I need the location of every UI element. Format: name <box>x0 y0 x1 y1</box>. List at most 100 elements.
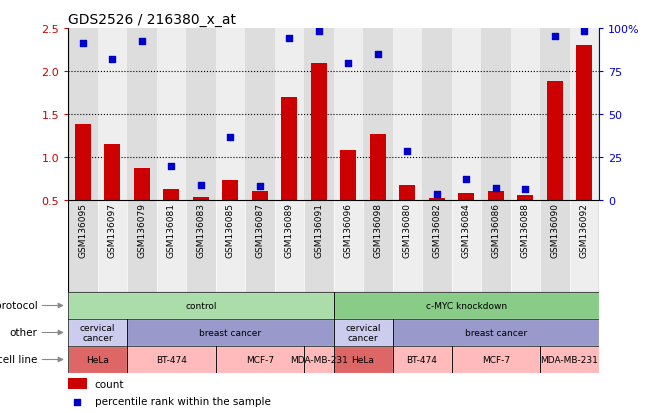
Text: percentile rank within the sample: percentile rank within the sample <box>94 396 270 406</box>
Text: HeLa: HeLa <box>86 355 109 364</box>
Bar <box>422 201 452 292</box>
Text: control: control <box>185 301 217 310</box>
Bar <box>156 201 186 292</box>
Text: GSM136088: GSM136088 <box>521 202 530 257</box>
Text: GSM136085: GSM136085 <box>226 202 235 257</box>
Bar <box>127 201 156 292</box>
Text: cervical
cancer: cervical cancer <box>80 323 115 342</box>
Point <box>107 57 117 63</box>
Text: GSM136095: GSM136095 <box>78 202 87 257</box>
Text: GSM136091: GSM136091 <box>314 202 324 257</box>
Bar <box>98 201 127 292</box>
Bar <box>245 201 275 292</box>
Text: breast cancer: breast cancer <box>465 328 527 337</box>
Bar <box>186 201 215 292</box>
Bar <box>104 145 120 243</box>
Bar <box>399 185 415 243</box>
Bar <box>127 319 333 346</box>
Bar <box>193 197 209 243</box>
Bar <box>252 192 268 243</box>
Point <box>579 29 589 36</box>
Bar <box>481 29 510 201</box>
Point <box>461 176 471 183</box>
Point <box>72 398 83 405</box>
Bar <box>333 201 363 292</box>
Bar <box>275 201 304 292</box>
Bar <box>304 201 333 292</box>
Bar <box>547 82 563 243</box>
Bar <box>363 201 393 292</box>
Text: breast cancer: breast cancer <box>199 328 261 337</box>
Text: GSM136097: GSM136097 <box>108 202 117 257</box>
Bar <box>510 29 540 201</box>
Bar <box>75 125 91 243</box>
Bar <box>311 64 327 243</box>
Bar <box>215 346 304 373</box>
Text: GDS2526 / 216380_x_at: GDS2526 / 216380_x_at <box>68 13 236 27</box>
Text: MDA-MB-231: MDA-MB-231 <box>290 355 348 364</box>
Bar <box>452 29 481 201</box>
Bar <box>452 201 481 292</box>
Bar <box>458 194 475 243</box>
Point <box>284 36 294 43</box>
Bar <box>275 29 304 201</box>
Bar <box>370 135 386 243</box>
Point <box>137 38 147 45</box>
Text: protocol: protocol <box>0 301 37 311</box>
Bar <box>333 29 363 201</box>
Bar <box>163 190 180 243</box>
Point <box>255 183 265 190</box>
Bar <box>488 192 504 243</box>
Bar <box>481 201 510 292</box>
Bar <box>186 29 215 201</box>
Bar <box>428 199 445 243</box>
Text: count: count <box>94 379 124 389</box>
Bar <box>576 46 592 243</box>
Text: GSM136083: GSM136083 <box>196 202 205 257</box>
Point <box>343 61 353 67</box>
Point <box>225 135 236 141</box>
Bar <box>304 346 333 373</box>
Point <box>549 33 560 40</box>
Bar <box>215 201 245 292</box>
Point <box>402 148 413 155</box>
Text: GSM136092: GSM136092 <box>580 202 589 257</box>
Bar <box>127 29 156 201</box>
Bar <box>133 169 150 243</box>
Bar <box>333 346 393 373</box>
Text: GSM136089: GSM136089 <box>284 202 294 257</box>
Bar <box>333 319 393 346</box>
Bar <box>540 201 570 292</box>
Text: other: other <box>10 328 37 338</box>
Bar <box>98 29 127 201</box>
Bar <box>340 151 356 243</box>
Point <box>195 182 206 188</box>
Point <box>372 51 383 58</box>
Bar <box>68 346 127 373</box>
Bar <box>363 29 393 201</box>
Bar <box>333 292 599 319</box>
Bar <box>540 346 599 373</box>
Bar <box>222 181 238 243</box>
Bar <box>540 29 570 201</box>
Text: GSM136096: GSM136096 <box>344 202 353 257</box>
Text: BT-474: BT-474 <box>156 355 187 364</box>
Text: GSM136082: GSM136082 <box>432 202 441 257</box>
Bar <box>68 319 127 346</box>
Point <box>520 186 531 193</box>
Text: MCF-7: MCF-7 <box>245 355 274 364</box>
Text: cervical
cancer: cervical cancer <box>345 323 381 342</box>
Bar <box>281 97 298 243</box>
Text: cell line: cell line <box>0 355 37 365</box>
Bar <box>570 201 599 292</box>
Text: BT-474: BT-474 <box>407 355 437 364</box>
Point <box>314 29 324 36</box>
Bar <box>517 195 533 243</box>
Bar <box>393 319 599 346</box>
Point <box>432 191 442 198</box>
Text: GSM136086: GSM136086 <box>492 202 500 257</box>
Text: HeLa: HeLa <box>352 355 374 364</box>
Text: GSM136087: GSM136087 <box>255 202 264 257</box>
Bar <box>570 29 599 201</box>
Point <box>491 185 501 192</box>
